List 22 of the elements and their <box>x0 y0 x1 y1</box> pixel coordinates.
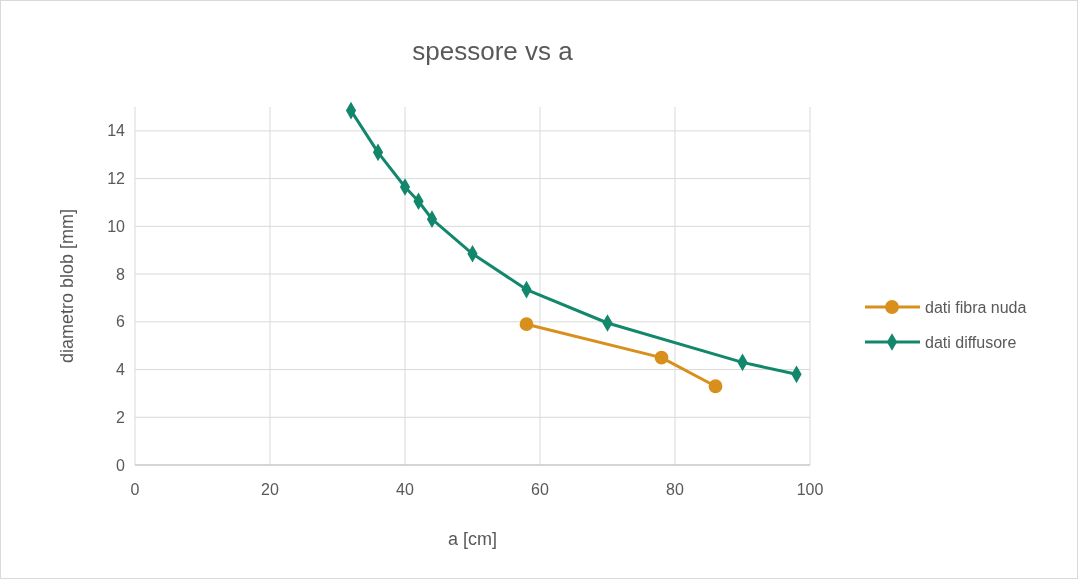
x-tick-label: 60 <box>531 481 549 498</box>
x-tick-label: 100 <box>796 481 824 498</box>
y-tick-label: 6 <box>116 313 126 331</box>
y-tick-label: 12 <box>107 170 126 188</box>
chart-title: spessore vs a <box>412 36 574 66</box>
y-tick-label: 4 <box>116 361 126 379</box>
x-tick-label: 20 <box>261 481 279 498</box>
y-tick-label: 14 <box>107 122 126 140</box>
y-tick-label: 8 <box>116 265 126 283</box>
legend-label: dati fibra nuda <box>925 298 1027 316</box>
x-tick-label: 40 <box>396 481 414 498</box>
y-axis-title: diametro blob [mm] <box>57 208 77 364</box>
y-tick-label: 0 <box>116 456 126 474</box>
x-tick-label: 80 <box>666 481 684 498</box>
point <box>708 379 723 394</box>
y-tick-label: 2 <box>116 408 126 426</box>
point <box>519 317 534 332</box>
legend-label: dati diffusore <box>925 333 1017 351</box>
x-tick-label: 0 <box>130 481 140 498</box>
y-tick-label: 10 <box>107 217 126 235</box>
x-axis-title: a [cm] <box>447 529 498 549</box>
point <box>654 350 669 365</box>
